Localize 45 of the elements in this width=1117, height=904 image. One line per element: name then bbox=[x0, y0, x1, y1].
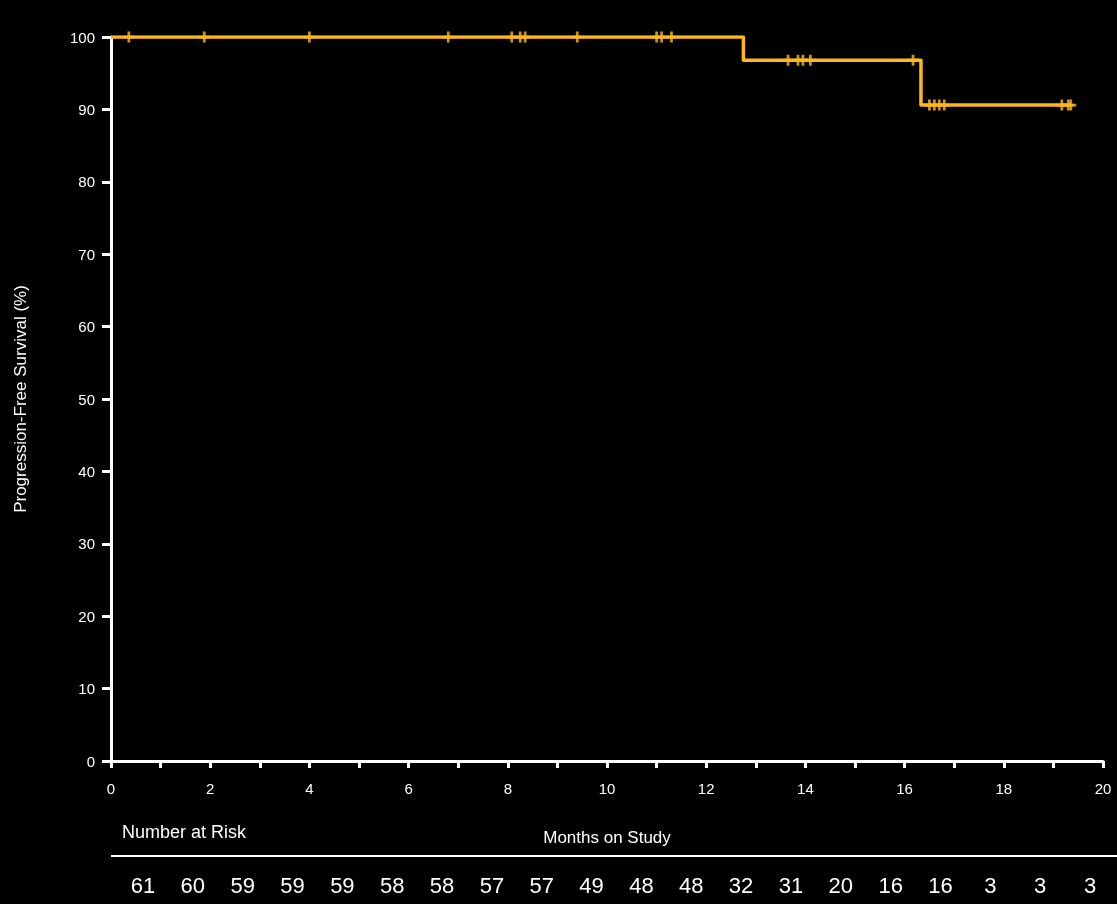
y-tick-label: 80 bbox=[78, 173, 95, 191]
x-tick-label: 4 bbox=[305, 780, 314, 797]
text: 59 bbox=[280, 872, 305, 898]
text: 58 bbox=[429, 872, 455, 898]
y-tick-label: 0 bbox=[86, 752, 95, 770]
x-axis-title: Months on Study bbox=[543, 828, 672, 847]
x-tick-label: 12 bbox=[697, 780, 715, 797]
x-tick-label: 6 bbox=[404, 780, 413, 797]
x-tick-label: 20 bbox=[1094, 780, 1112, 797]
text: 59 bbox=[330, 872, 355, 898]
y-tick-label: 70 bbox=[78, 245, 95, 263]
y-tick-label: 100 bbox=[69, 28, 95, 46]
text: 31 bbox=[778, 872, 804, 898]
text: 16 bbox=[878, 872, 903, 898]
text: 20 bbox=[828, 872, 854, 898]
x-tick-label: 8 bbox=[503, 780, 512, 797]
text: 57 bbox=[479, 872, 505, 898]
x-tick-label: 10 bbox=[598, 780, 616, 797]
x-tick-label: 18 bbox=[995, 780, 1013, 797]
text: 58 bbox=[379, 872, 405, 898]
text: 3 bbox=[1083, 872, 1097, 898]
text: 57 bbox=[529, 872, 554, 898]
y-axis-title: Progression-Free Survival (%) bbox=[11, 285, 30, 513]
text: 48 bbox=[629, 872, 654, 898]
y-tick-label: 10 bbox=[78, 680, 95, 698]
text: 16 bbox=[928, 872, 953, 898]
y-tick-label: 50 bbox=[78, 390, 95, 408]
y-tick-label: 20 bbox=[78, 607, 95, 625]
text: 3 bbox=[984, 872, 997, 898]
text: 61 bbox=[130, 872, 156, 898]
y-tick-label: 40 bbox=[78, 462, 95, 480]
x-tick-label: 0 bbox=[106, 780, 116, 797]
text: 32 bbox=[728, 872, 754, 898]
text: 48 bbox=[679, 872, 704, 898]
text: 49 bbox=[579, 872, 604, 898]
y-tick-label: 60 bbox=[78, 318, 95, 336]
y-tick-label: 30 bbox=[78, 535, 95, 553]
text: 3 bbox=[1034, 872, 1047, 898]
x-tick-label: 2 bbox=[206, 780, 215, 797]
text: Number at Risk bbox=[122, 822, 248, 842]
y-tick-label: 90 bbox=[78, 100, 95, 118]
text: 59 bbox=[230, 872, 255, 898]
text: 60 bbox=[180, 872, 206, 898]
x-tick-label: 14 bbox=[797, 780, 814, 797]
x-tick-label: 16 bbox=[896, 780, 913, 797]
